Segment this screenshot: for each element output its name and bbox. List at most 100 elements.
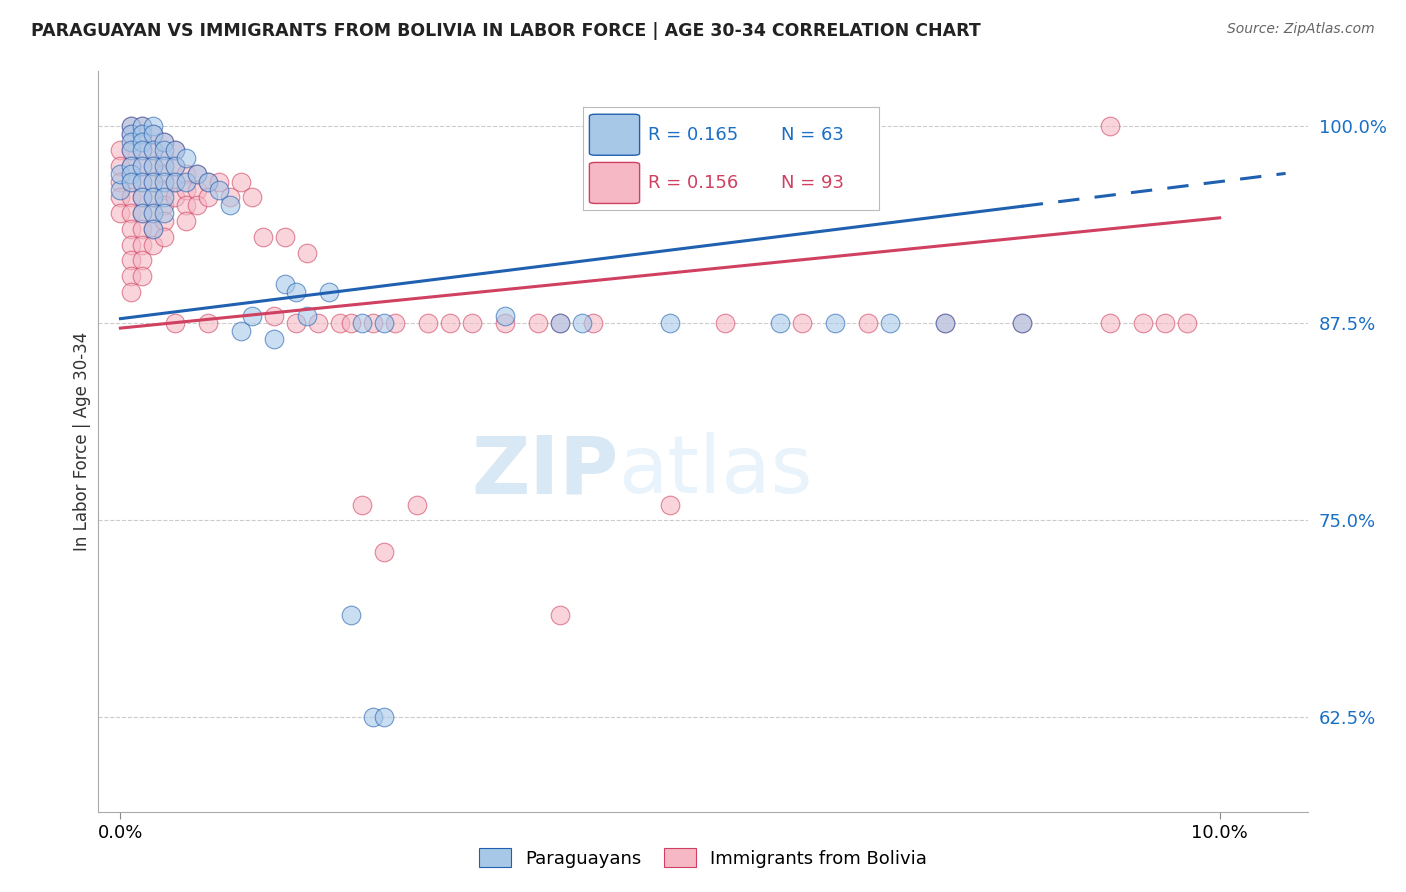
Point bbox=[131, 237, 153, 252]
Point bbox=[285, 317, 308, 331]
Point bbox=[153, 159, 176, 173]
Point bbox=[131, 159, 153, 173]
Point bbox=[1011, 317, 1033, 331]
Point bbox=[307, 317, 329, 331]
Point bbox=[274, 229, 297, 244]
Point bbox=[110, 182, 132, 196]
Point bbox=[142, 237, 165, 252]
Point bbox=[1132, 317, 1154, 331]
Point bbox=[176, 182, 198, 196]
Point bbox=[120, 269, 142, 284]
Point bbox=[120, 167, 142, 181]
Point bbox=[110, 206, 132, 220]
Point bbox=[142, 175, 165, 189]
Point bbox=[856, 317, 879, 331]
Point bbox=[418, 317, 440, 331]
Point bbox=[548, 607, 571, 622]
Point bbox=[373, 710, 395, 724]
Point bbox=[494, 317, 516, 331]
Point bbox=[110, 143, 132, 157]
Point bbox=[208, 175, 231, 189]
Point bbox=[240, 309, 263, 323]
Point bbox=[231, 175, 253, 189]
Point bbox=[142, 222, 165, 236]
Point bbox=[153, 182, 176, 196]
Point bbox=[186, 198, 208, 212]
Point bbox=[120, 159, 142, 173]
Point bbox=[153, 167, 176, 181]
Point bbox=[142, 206, 165, 220]
Point bbox=[131, 120, 153, 134]
Point bbox=[153, 143, 176, 157]
Point bbox=[340, 317, 363, 331]
Point bbox=[274, 277, 297, 291]
Point bbox=[120, 253, 142, 268]
Point bbox=[406, 498, 429, 512]
Point bbox=[131, 206, 153, 220]
Point bbox=[153, 229, 176, 244]
Point bbox=[120, 222, 142, 236]
Point bbox=[131, 175, 153, 189]
Point bbox=[131, 269, 153, 284]
Text: R = 0.156: R = 0.156 bbox=[648, 174, 738, 192]
Point bbox=[197, 190, 219, 204]
Point bbox=[131, 206, 153, 220]
Point bbox=[142, 175, 165, 189]
Point bbox=[120, 175, 142, 189]
Point bbox=[439, 317, 461, 331]
Point bbox=[165, 175, 187, 189]
Point bbox=[142, 206, 165, 220]
Point bbox=[790, 317, 813, 331]
Point bbox=[527, 317, 550, 331]
Text: N = 93: N = 93 bbox=[782, 174, 845, 192]
Point bbox=[142, 190, 165, 204]
Point bbox=[142, 159, 165, 173]
Point bbox=[131, 143, 153, 157]
Point bbox=[165, 159, 187, 173]
Point bbox=[879, 317, 901, 331]
Point bbox=[131, 120, 153, 134]
Point bbox=[176, 167, 198, 181]
Point bbox=[285, 285, 308, 299]
Point bbox=[153, 190, 176, 204]
Point bbox=[582, 317, 605, 331]
Point bbox=[142, 159, 165, 173]
Text: ZIP: ZIP bbox=[471, 432, 619, 510]
Point bbox=[373, 545, 395, 559]
Point bbox=[1153, 317, 1175, 331]
Point bbox=[240, 190, 263, 204]
Point bbox=[153, 206, 176, 220]
Point bbox=[110, 159, 132, 173]
Point bbox=[120, 285, 142, 299]
Point bbox=[340, 607, 363, 622]
Point bbox=[142, 143, 165, 157]
Point bbox=[361, 317, 384, 331]
Point bbox=[571, 317, 593, 331]
Point bbox=[824, 317, 846, 331]
Point bbox=[165, 190, 187, 204]
Text: Source: ZipAtlas.com: Source: ZipAtlas.com bbox=[1227, 22, 1375, 37]
Point bbox=[131, 128, 153, 142]
Point bbox=[384, 317, 406, 331]
Point bbox=[120, 159, 142, 173]
Point bbox=[176, 151, 198, 165]
Point bbox=[263, 309, 285, 323]
Point bbox=[153, 198, 176, 212]
Point bbox=[142, 143, 165, 157]
Point bbox=[131, 143, 153, 157]
Point bbox=[186, 167, 208, 181]
Point bbox=[120, 128, 142, 142]
Point bbox=[548, 317, 571, 331]
Point bbox=[494, 309, 516, 323]
Point bbox=[142, 128, 165, 142]
Point bbox=[142, 222, 165, 236]
Point bbox=[131, 159, 153, 173]
Point bbox=[1098, 317, 1121, 331]
Point bbox=[120, 237, 142, 252]
Point bbox=[252, 229, 274, 244]
Point bbox=[165, 317, 187, 331]
Point bbox=[659, 317, 682, 331]
Point bbox=[153, 151, 176, 165]
Point bbox=[373, 317, 395, 331]
Point bbox=[110, 190, 132, 204]
